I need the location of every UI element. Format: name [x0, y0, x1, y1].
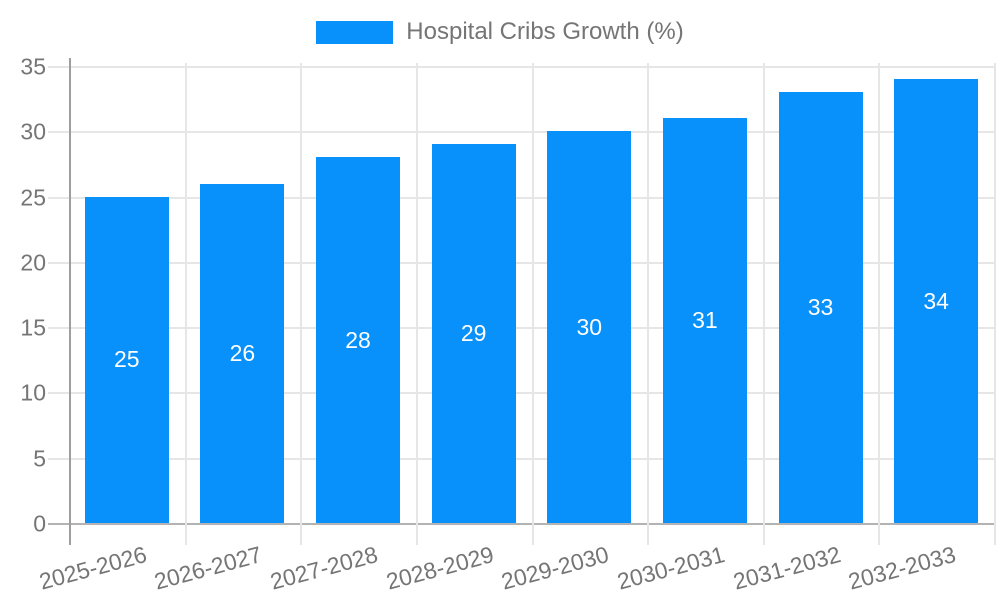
y-axis-label: 10: [20, 379, 46, 406]
x-gridline: [762, 63, 765, 545]
x-gridline: [531, 63, 534, 545]
bar-value-label: 33: [807, 294, 834, 321]
bar[interactable]: 33: [778, 92, 863, 523]
y-axis-label: 5: [33, 445, 46, 472]
legend-label: Hospital Cribs Growth (%): [406, 18, 684, 45]
y-axis-label: 25: [20, 184, 46, 211]
bar-value-label: 25: [114, 346, 140, 373]
y-gridline: [48, 261, 996, 264]
x-gridline: [415, 63, 418, 545]
y-gridline: [48, 196, 996, 199]
bar[interactable]: 29: [431, 144, 516, 523]
bar[interactable]: 30: [547, 131, 632, 523]
bar-value-label: 31: [692, 307, 718, 334]
bar-value-label: 29: [460, 320, 487, 347]
y-gridline: [48, 131, 996, 134]
y-axis-label: 0: [33, 510, 46, 537]
x-gridline: [300, 63, 303, 545]
y-axis-label: 20: [20, 249, 46, 276]
bar[interactable]: 28: [316, 157, 401, 523]
y-gridline: [48, 66, 996, 68]
x-gridline: [994, 63, 996, 545]
bar-value-label: 26: [229, 339, 256, 366]
bar[interactable]: 26: [200, 183, 285, 523]
bar-value-label: 30: [576, 313, 603, 340]
legend-swatch-icon: [316, 20, 394, 44]
y-axis-label: 30: [20, 118, 46, 145]
bar-value-label: 28: [345, 326, 371, 353]
bar[interactable]: 25: [84, 196, 169, 523]
bar-value-label: 34: [923, 287, 949, 314]
legend[interactable]: Hospital Cribs Growth (%): [0, 18, 1000, 46]
y-axis-label: 35: [20, 53, 46, 80]
x-gridline: [878, 63, 881, 545]
y-gridline: [48, 457, 996, 460]
y-axis-label: 15: [20, 314, 46, 341]
y-axis-line: [69, 58, 71, 545]
bar[interactable]: 34: [894, 79, 979, 523]
x-gridline: [184, 63, 187, 545]
y-gridline: [48, 327, 996, 330]
bar[interactable]: 31: [662, 118, 747, 523]
x-gridline: [647, 63, 650, 545]
x-axis-line: [48, 523, 996, 525]
y-gridline: [48, 392, 996, 395]
